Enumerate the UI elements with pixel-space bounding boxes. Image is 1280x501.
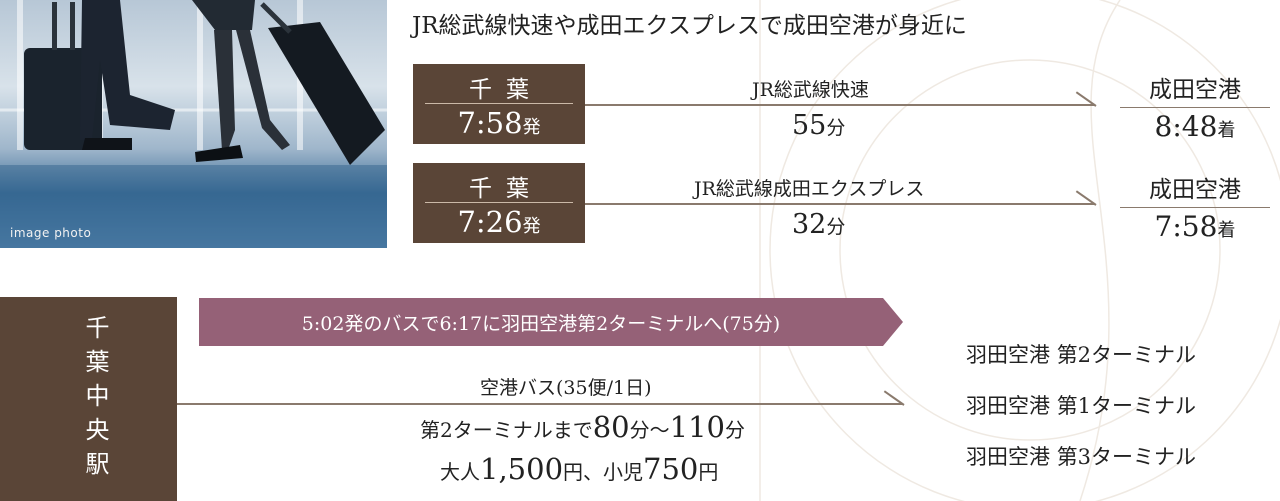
terminal-list: 羽田空港 第2ターミナル 羽田空港 第1ターミナル 羽田空港 第3ターミナル: [966, 330, 1196, 483]
headline: JR総武線快速や成田エクスプレスで成田空港が身近に: [412, 13, 967, 39]
route-1-depart-suffix: 発: [522, 117, 541, 138]
bus-fare: 大人1,500円、小児750円: [440, 452, 718, 486]
route-1-duration-wrap: 55分: [792, 110, 845, 141]
bus-line: 空港バス(35便/1日): [480, 377, 652, 399]
route-2-destination: 成田空港 7:58着: [1120, 170, 1270, 243]
route-2-arrow: [585, 190, 1097, 206]
route-1-destination-station: 成田空港: [1149, 77, 1241, 103]
bus-duration-prefix: 第2ターミナルまで: [420, 418, 593, 442]
route-2-depart-time: 7:26: [457, 205, 523, 239]
bus-fare-adult-unit: 円、: [563, 460, 604, 484]
hero-photo: image photo: [0, 0, 387, 248]
route-1-arrow: [585, 91, 1097, 107]
route-2-origin-divider: [425, 202, 573, 203]
route-2-duration: 32: [792, 209, 827, 240]
route-2-destination-station: 成田空港: [1149, 177, 1241, 203]
bus-duration-min: 80: [592, 410, 630, 444]
route-1-origin-station: 千葉: [469, 77, 543, 103]
route-2-origin-box: 千葉 7:26発: [413, 163, 585, 243]
bus-arrow: [177, 390, 905, 406]
terminal-item-3: 羽田空港 第3ターミナル: [966, 445, 1197, 469]
route-1-duration-unit: 分: [826, 117, 846, 139]
route-2-duration-wrap: 32分: [792, 209, 845, 240]
route-1-depart-time-wrap: 7:58発: [413, 106, 585, 140]
bus-fare-adult-label: 大人: [440, 460, 480, 484]
route-2-origin-station: 千葉: [469, 176, 543, 202]
bus-origin-station: 千葉中央駅: [81, 315, 109, 485]
route-2-depart-suffix: 発: [522, 216, 541, 237]
route-2-line: JR総武線成田エクスプレス: [694, 178, 925, 200]
bus-duration: 第2ターミナルまで80分〜110分: [420, 410, 745, 444]
route-1-destination-divider: [1120, 107, 1270, 108]
bus-duration-sep: 分〜: [629, 418, 670, 442]
route-1-line: JR総武線快速: [752, 79, 869, 101]
route-1-origin-divider: [425, 103, 573, 104]
bus-fare-child-label: 小児: [603, 460, 644, 484]
terminal-item-2: 羽田空港 第2ターミナル: [966, 343, 1197, 367]
bus-fare-child: 750: [643, 452, 699, 486]
bus-fare-adult: 1,500: [480, 452, 564, 486]
bus-duration-max: 110: [669, 410, 725, 444]
route-2-duration-unit: 分: [826, 216, 846, 238]
route-1-arrive-time-wrap: 8:48着: [1120, 110, 1270, 143]
route-2-depart-time-wrap: 7:26発: [413, 205, 585, 239]
route-1-origin-box: 千葉 7:58発: [413, 64, 585, 144]
bus-banner: 5:02発のバスで6:17に羽田空港第2ターミナルへ(75分): [199, 298, 883, 346]
travelers-with-suitcases-photo: [0, 0, 387, 248]
route-1-arrive-suffix: 着: [1217, 120, 1236, 141]
bus-duration-unit: 分: [725, 418, 745, 442]
route-1-duration: 55: [792, 110, 827, 141]
bus-origin-box: 千葉中央駅: [0, 297, 177, 501]
route-1-destination: 成田空港 8:48着: [1120, 70, 1270, 143]
route-1-depart-time: 7:58: [457, 106, 523, 140]
route-2-arrive-suffix: 着: [1217, 220, 1236, 241]
route-1-arrive-time: 8:48: [1154, 110, 1218, 143]
bus-fare-child-unit: 円: [698, 460, 719, 484]
route-2-destination-divider: [1120, 207, 1270, 208]
photo-caption: image photo: [10, 226, 92, 240]
terminal-item-1: 羽田空港 第1ターミナル: [966, 394, 1197, 418]
bus-banner-arrow-tip: [883, 298, 903, 346]
route-2-arrive-time-wrap: 7:58着: [1120, 210, 1270, 243]
route-2-arrive-time: 7:58: [1154, 210, 1218, 243]
